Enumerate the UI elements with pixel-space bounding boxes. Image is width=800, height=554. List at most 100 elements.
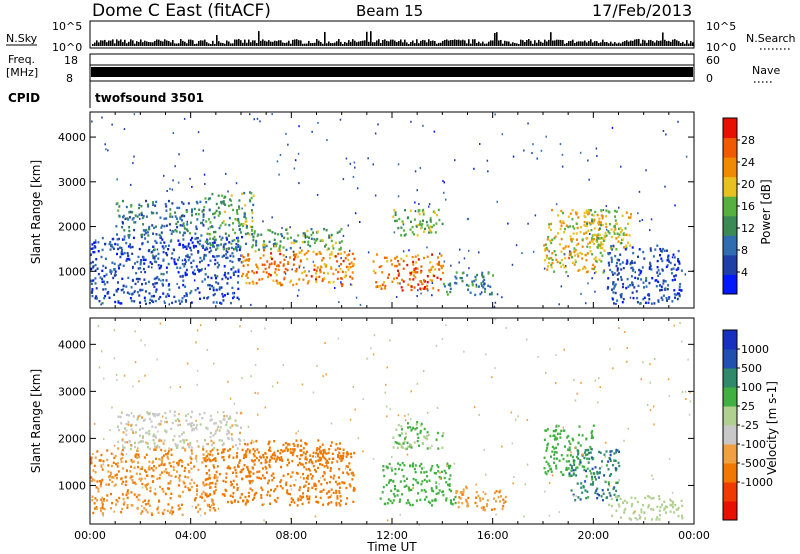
heatmap-cell [147, 265, 150, 268]
nsky-bar [612, 43, 614, 46]
heatmap-cell [532, 143, 534, 146]
heatmap-cell [598, 221, 601, 225]
heatmap-cell [580, 226, 582, 229]
heatmap-cell [229, 494, 232, 497]
heatmap-cell [624, 227, 627, 230]
heatmap-cell [414, 255, 417, 258]
y-tick-label: 3000 [58, 385, 86, 398]
heatmap-cell [375, 285, 378, 289]
heatmap-cell [290, 241, 293, 245]
heatmap-cell [576, 482, 579, 485]
heatmap-cell [113, 510, 115, 513]
heatmap-cell [546, 428, 549, 431]
heatmap-cell [625, 246, 628, 250]
heatmap-cell [310, 233, 313, 237]
heatmap-cell [400, 286, 403, 289]
heatmap-cell [306, 495, 308, 498]
heatmap-cell [377, 123, 379, 126]
heatmap-cell [636, 518, 639, 521]
nsky-bar [510, 43, 512, 46]
heatmap-cell [548, 514, 551, 517]
nsky-bar [206, 42, 208, 46]
heatmap-cell [556, 437, 559, 440]
heatmap-cell [126, 496, 129, 500]
heatmap-cell [454, 159, 456, 162]
heatmap-cell [638, 517, 641, 520]
heatmap-cell [251, 244, 254, 247]
heatmap-cell [202, 215, 205, 218]
heatmap-cell [490, 291, 493, 295]
heatmap-cell [385, 256, 388, 259]
heatmap-cell [185, 210, 188, 213]
heatmap-cell [479, 292, 482, 296]
heatmap-cell [195, 419, 197, 422]
heatmap-cell [269, 502, 271, 505]
nsky-bar [232, 43, 234, 46]
heatmap-cell [555, 382, 557, 385]
heatmap-cell [321, 452, 324, 456]
heatmap-cell [332, 272, 335, 276]
heatmap-cell [111, 406, 113, 409]
heatmap-cell [431, 225, 433, 229]
heatmap-cell [631, 266, 634, 269]
heatmap-cell [243, 215, 246, 218]
heatmap-cell [193, 465, 196, 468]
nsky-bar [536, 42, 538, 46]
heatmap-cell [562, 220, 565, 223]
heatmap-cell [279, 154, 282, 156]
heatmap-cell [607, 460, 610, 463]
heatmap-cell [206, 503, 209, 507]
heatmap-cell [272, 279, 275, 282]
heatmap-cell [282, 443, 285, 447]
heatmap-cell [264, 246, 266, 249]
colorbar-swatch [723, 274, 737, 295]
heatmap-cell [601, 460, 603, 463]
heatmap-cell [277, 233, 279, 236]
heatmap-cell [602, 239, 605, 243]
heatmap-cell [175, 217, 178, 220]
heatmap-cell [410, 429, 413, 432]
heatmap-cell [313, 484, 316, 487]
nsky-bar [102, 40, 104, 46]
heatmap-cell [589, 446, 592, 449]
heatmap-cell [619, 227, 622, 230]
heatmap-cell [127, 254, 130, 257]
heatmap-cell [409, 228, 412, 231]
heatmap-cell [598, 471, 601, 475]
heatmap-cell [271, 257, 273, 261]
heatmap-cell [323, 465, 326, 468]
y-tick-label: 4000 [58, 131, 86, 144]
heatmap-cell [619, 497, 622, 501]
heatmap-cell [257, 451, 260, 454]
heatmap-cell [666, 259, 669, 262]
heatmap-cell [181, 219, 183, 222]
heatmap-cell [296, 443, 299, 447]
heatmap-cell [553, 447, 556, 450]
heatmap-cell [257, 392, 259, 395]
nsky-bar [630, 40, 632, 46]
heatmap-cell [622, 285, 624, 289]
heatmap-cell [183, 265, 186, 268]
heatmap-cell [642, 250, 645, 254]
heatmap-cell [141, 435, 144, 438]
heatmap-cell [235, 443, 237, 447]
heatmap-cell [129, 470, 132, 473]
heatmap-cell [208, 218, 210, 221]
heatmap-cell [216, 255, 219, 258]
heatmap-cell [582, 267, 584, 270]
heatmap-cell [293, 501, 296, 504]
heatmap-cell [417, 283, 420, 286]
heatmap-cell [196, 484, 199, 487]
nsky-bar [490, 40, 492, 46]
heatmap-cell [417, 289, 419, 292]
heatmap-cell [412, 274, 415, 277]
heatmap-cell [576, 226, 579, 230]
heatmap-cell [404, 233, 407, 236]
heatmap-cell [244, 452, 247, 456]
heatmap-cell [225, 423, 228, 427]
heatmap-cell [178, 507, 181, 510]
heatmap-cell [438, 483, 440, 486]
heatmap-cell [496, 293, 499, 296]
heatmap-cell [222, 418, 225, 421]
heatmap-cell [330, 467, 332, 470]
